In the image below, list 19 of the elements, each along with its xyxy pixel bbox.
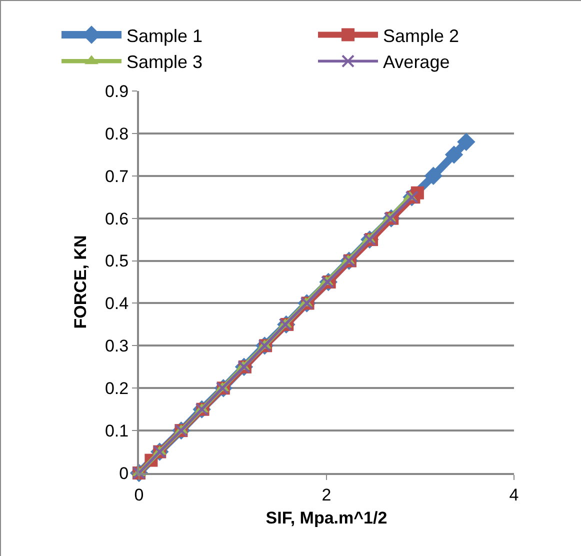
- y-tick-label: 0.1: [104, 422, 129, 441]
- y-tick-label: 0.2: [104, 379, 129, 398]
- legend-label: Average: [383, 52, 450, 72]
- y-tick-label: 0.3: [104, 336, 129, 356]
- legend-label: Sample 2: [383, 26, 460, 46]
- x-tick-label: 4: [509, 485, 519, 504]
- x-tick-label: 0: [134, 485, 144, 504]
- y-tick-label: 0.5: [104, 252, 129, 271]
- legend-label: Sample 3: [126, 52, 203, 72]
- x-axis-title: SIF, Mpa.m^1/2: [266, 508, 388, 528]
- y-tick-label: 0.7: [104, 166, 129, 186]
- y-tick-label: 0.8: [104, 124, 129, 144]
- x-tick-label: 2: [322, 485, 332, 504]
- y-tick-label: 0.9: [104, 82, 129, 101]
- y-axis-title: FORCE, KN: [71, 235, 90, 329]
- legend-label: Sample 1: [126, 26, 203, 46]
- y-tick-label: 0.4: [104, 294, 129, 314]
- y-tick-label: 0.6: [104, 209, 129, 228]
- y-tick-label: 0: [119, 464, 129, 483]
